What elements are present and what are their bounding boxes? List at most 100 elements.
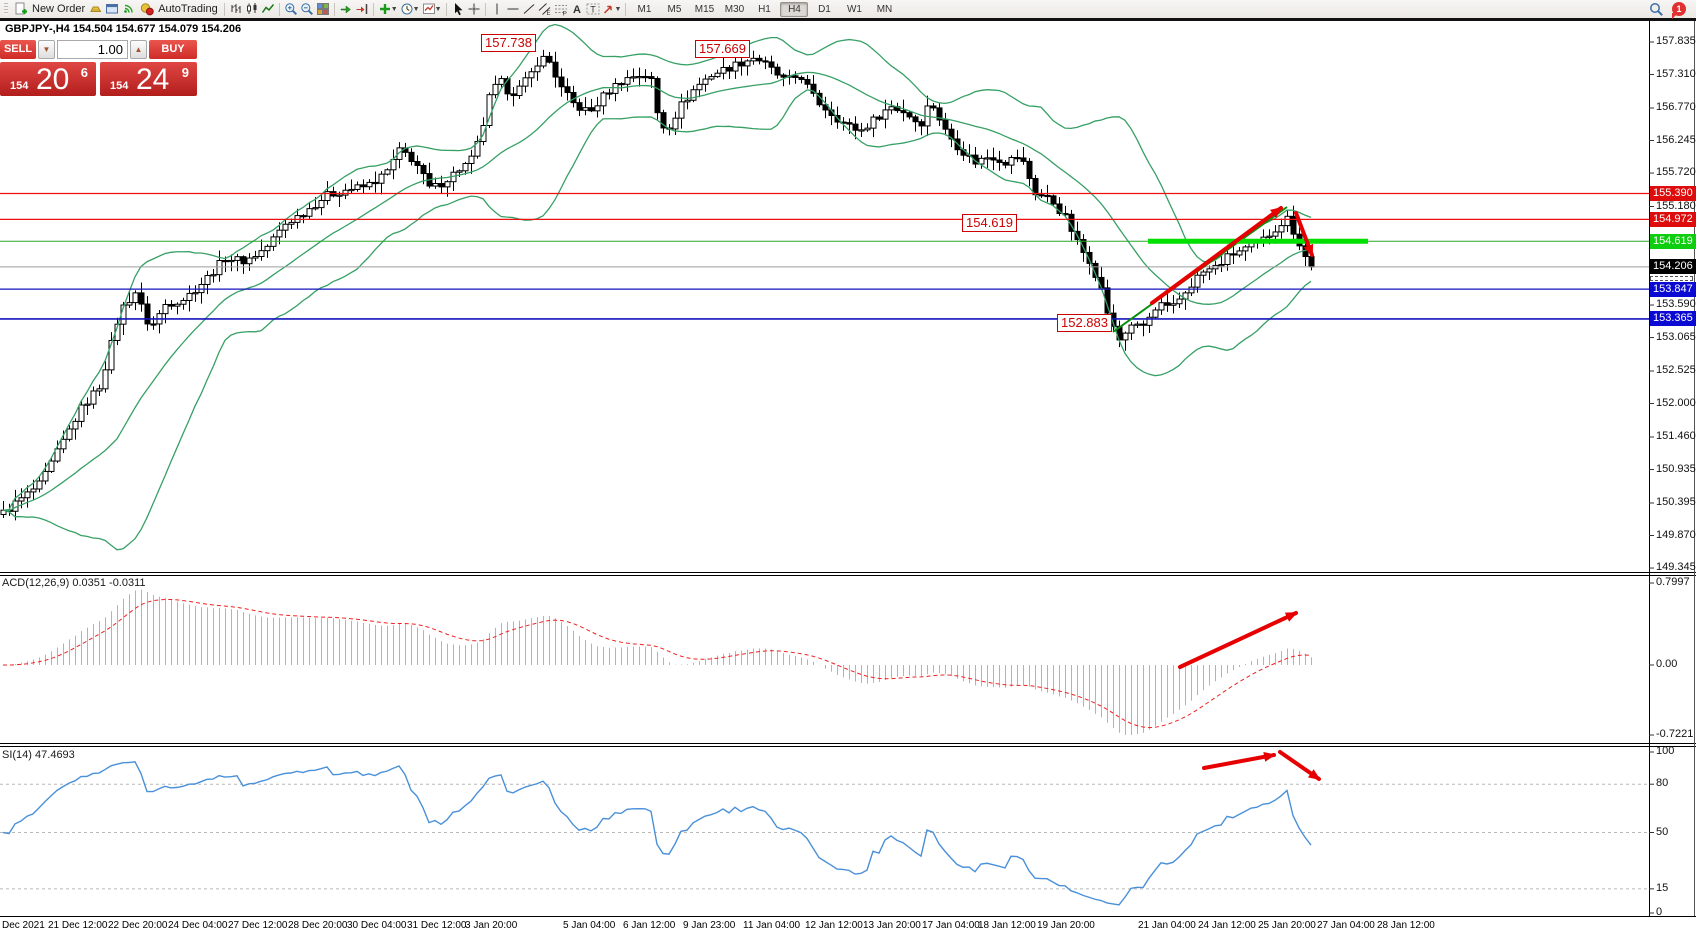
signals-icon[interactable]: [120, 2, 136, 17]
templates-icon[interactable]: [421, 2, 437, 17]
time-axis-label: 3 Jan 20:00: [465, 920, 518, 931]
time-axis-label: 17 Jan 04:00: [922, 920, 980, 931]
price-axis-tick: 149.345: [1656, 561, 1696, 574]
toolbar-grip[interactable]: [4, 3, 8, 15]
deposit-icon[interactable]: [88, 2, 104, 17]
main-toolbar: New Order AutoTrading: [0, 0, 1696, 19]
timeframe-button-m5[interactable]: M5: [667, 3, 682, 15]
rsi-axis-tick: 50: [1656, 825, 1669, 838]
rsi-axis-tick: 80: [1656, 777, 1669, 790]
price-axis-tick: 150.395: [1656, 495, 1696, 508]
buy-price-prefix: 154: [110, 80, 129, 92]
price-axis-badge: 153.365: [1650, 311, 1696, 327]
timeframe-button-h4[interactable]: H4: [780, 1, 809, 17]
time-axis-label: 9 Jan 23:00: [683, 920, 736, 931]
price-axis-tick: 152.000: [1656, 396, 1696, 409]
price-axis-badge: 155.390: [1650, 185, 1696, 201]
buy-button[interactable]: BUY: [149, 40, 197, 59]
timeframe-button-m30[interactable]: M30: [724, 3, 745, 15]
arrows-tool-icon[interactable]: [601, 2, 617, 17]
crosshair-icon[interactable]: [466, 2, 482, 17]
timeframe-button-mn[interactable]: MN: [876, 3, 893, 15]
notifications-badge[interactable]: 1: [1672, 2, 1686, 19]
buy-price-display[interactable]: 154 24 9: [100, 62, 197, 96]
sell-price-display[interactable]: 154 20 6: [0, 62, 96, 96]
new-order-button[interactable]: New Order: [10, 1, 88, 17]
bar-chart-icon[interactable]: [228, 2, 244, 17]
auto-scroll-icon[interactable]: [338, 2, 354, 17]
timeframe-toolbar: M1 M5 M15 M30 H1 H4 D1 W1 MN: [629, 1, 899, 17]
time-axis-label: 13 Jan 20:00: [863, 920, 921, 931]
macd-axis-tick: 0.7997: [1656, 576, 1690, 588]
terminal-icon[interactable]: [104, 2, 120, 17]
chart-shift-icon[interactable]: [354, 2, 370, 17]
candlestick-chart-icon[interactable]: [244, 2, 260, 17]
time-axis-label: 12 Jan 12:00: [805, 920, 863, 931]
zoom-out-icon[interactable]: [299, 2, 315, 17]
vertical-line-icon[interactable]: [489, 2, 505, 17]
price-axis-tick: 150.935: [1656, 462, 1696, 475]
autotrading-button[interactable]: AutoTrading: [136, 1, 221, 17]
templates-caret[interactable]: ▼: [434, 5, 442, 13]
arrows-tool-caret[interactable]: ▼: [614, 5, 622, 13]
time-axis-label: 19 Jan 20:00: [1037, 920, 1095, 931]
sell-button[interactable]: SELL: [0, 40, 36, 59]
price-axis-tick: 149.870: [1656, 528, 1696, 541]
equidistant-channel-icon[interactable]: E: [537, 2, 553, 17]
time-axis-label: 30 Dec 04:00: [347, 920, 407, 931]
time-axis-label: 24 Jan 12:00: [1198, 920, 1256, 931]
text-label-icon[interactable]: T: [585, 2, 601, 17]
price-axis-tick: 155.720: [1656, 166, 1696, 179]
zoom-in-icon[interactable]: [283, 2, 299, 17]
time-axis-label: 28 Jan 12:00: [1377, 920, 1435, 931]
notification-count: 1: [1676, 4, 1682, 14]
timeframe-button-w1[interactable]: W1: [846, 3, 862, 15]
price-callout-label[interactable]: 157.738: [481, 34, 536, 52]
buy-price-pip: 9: [181, 65, 189, 80]
timeframe-button-d1[interactable]: D1: [818, 3, 831, 15]
add-indicator-icon[interactable]: [377, 2, 393, 17]
price-callout-label[interactable]: 152.883: [1057, 314, 1112, 332]
timeframe-button-h1[interactable]: H1: [758, 3, 771, 15]
price-callout-label[interactable]: 154.619: [962, 214, 1017, 232]
search-icon[interactable]: [1648, 2, 1664, 17]
price-axis-tick: 152.525: [1656, 364, 1696, 376]
price-axis-tick: 151.460: [1656, 429, 1696, 442]
volume-input[interactable]: [57, 40, 128, 59]
volume-decrease-button[interactable]: ▼: [38, 40, 55, 59]
horizontal-line-icon[interactable]: [505, 2, 521, 17]
trendline-icon[interactable]: [521, 2, 537, 17]
price-axis-badge: 153.847: [1650, 281, 1696, 297]
volume-increase-button[interactable]: ▲: [130, 40, 147, 59]
time-axis-label: 27 Dec 12:00: [228, 920, 288, 931]
time-axis-label: 27 Jan 04:00: [1317, 920, 1375, 931]
price-axis-tick: 157.310: [1656, 67, 1696, 80]
price-callout-label[interactable]: 157.669: [695, 40, 750, 58]
one-click-trading-panel: SELL ▼ ▲ BUY 154 20 6 154 24 9: [0, 40, 197, 96]
macd-axis-tick: -0.7221: [1656, 728, 1694, 740]
timeframe-button-m1[interactable]: M1: [637, 3, 652, 15]
sell-price-prefix: 154: [10, 80, 29, 92]
text-icon[interactable]: A: [569, 2, 585, 17]
price-axis-tick: 155.180: [1656, 199, 1696, 212]
price-axis-tick: 153.590: [1656, 298, 1696, 311]
autotrading-label: AutoTrading: [158, 3, 218, 15]
cursor-icon[interactable]: [450, 2, 466, 17]
time-axis-label: 22 Dec 20:00: [108, 920, 168, 931]
chart-symbol-header: GBPJPY-,H4 154.504 154.677 154.079 154.2…: [5, 23, 242, 35]
rsi-axis-tick: 15: [1656, 881, 1669, 894]
macd-indicator-label: ACD(12,26,9) 0.0351 -0.0311: [2, 577, 146, 589]
periods-clock-icon[interactable]: [399, 2, 415, 17]
tile-windows-icon[interactable]: [315, 2, 331, 17]
new-order-icon: [13, 2, 29, 17]
line-chart-icon[interactable]: [260, 2, 276, 17]
rsi-axis-tick: 0: [1656, 906, 1663, 918]
fibonacci-icon[interactable]: F: [553, 2, 569, 17]
price-axis-badge: 154.619: [1650, 233, 1696, 249]
timeframe-button-m15[interactable]: M15: [694, 3, 715, 15]
time-axis-label: 21 Dec 12:00: [48, 920, 108, 931]
add-indicator-caret[interactable]: ▼: [390, 5, 398, 13]
price-axis-tick: 157.835: [1656, 35, 1696, 47]
periods-caret[interactable]: ▼: [412, 5, 420, 13]
